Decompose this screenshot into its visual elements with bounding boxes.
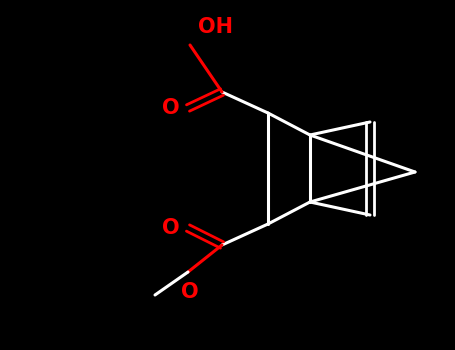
Text: O: O xyxy=(162,98,180,118)
Text: O: O xyxy=(162,218,180,238)
Text: OH: OH xyxy=(198,17,233,37)
Text: O: O xyxy=(181,282,199,302)
